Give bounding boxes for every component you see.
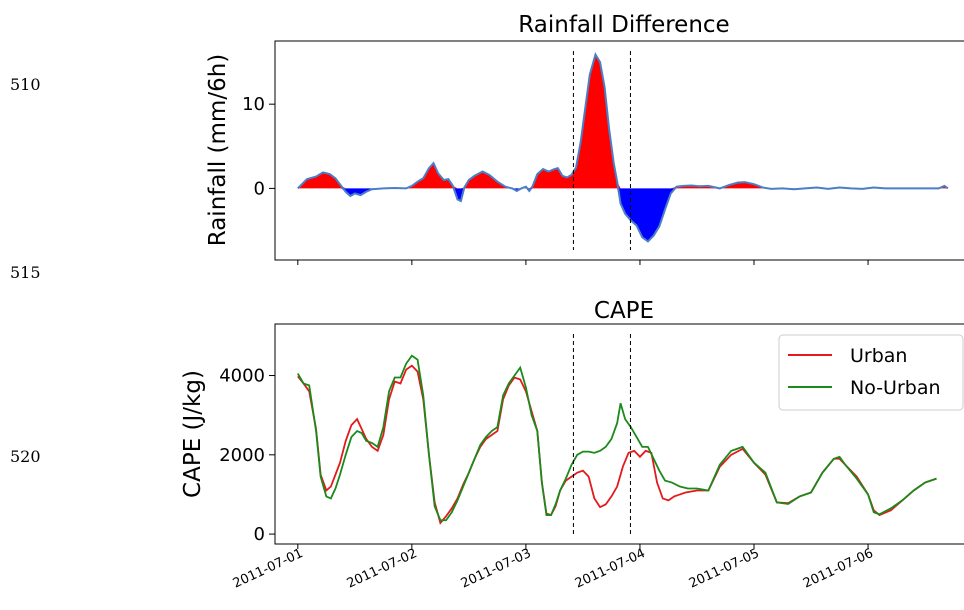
x-tick-label: 2011-07-04 (573, 546, 648, 592)
x-tick-label: 2011-07-05 (687, 546, 762, 592)
cape-axes-frame (274, 323, 964, 545)
legend-label-no-urban: No-Urban (850, 377, 941, 399)
line-number-520: 520 (10, 447, 41, 466)
rainfall-axes-frame (274, 40, 964, 261)
x-tick-label: 2011-07-01 (231, 546, 306, 592)
x-tick-label: 2011-07-03 (459, 546, 534, 592)
legend-label-urban: Urban (850, 345, 907, 367)
cape-plot-area: 0 2000 4000 (219, 334, 937, 549)
line-number-510: 510 (10, 75, 41, 94)
rainfall-chart-title: Rainfall Difference (518, 12, 729, 38)
y-tick-label: 0 (254, 178, 265, 199)
line-number-515: 515 (10, 263, 41, 282)
cape-legend: Urban No-Urban (778, 334, 964, 411)
negative-rainfall-area (297, 188, 948, 242)
legend-box (778, 334, 964, 411)
rainfall-difference-line (297, 51, 949, 243)
y-tick-label: 2000 (219, 445, 265, 466)
x-axis-ticks: 2011-07-01 2011-07-02 2011-07-03 2011-07-04… (231, 546, 876, 592)
rainfall-plot-area: 0 10 (242, 51, 949, 265)
rainfall-difference-panel: Rainfall Difference Rainfall (mm/6h) 0 10 (205, 12, 964, 265)
cape-chart-title: CAPE (594, 298, 654, 324)
y-tick-label: 4000 (219, 366, 265, 387)
positive-rainfall-area (297, 54, 948, 189)
x-tick-label: 2011-07-02 (345, 546, 420, 592)
cape-y-axis-label: CAPE (J/kg) (180, 370, 206, 498)
cape-panel: CAPE CAPE (J/kg) 0 2000 4000 Urban No-Urba… (180, 298, 964, 549)
series-line-no-urban (297, 354, 937, 522)
rainfall-y-axis-label: Rainfall (mm/6h) (205, 54, 231, 247)
x-tick-label: 2011-07-06 (801, 546, 876, 592)
y-tick-label: 10 (242, 94, 265, 115)
y-tick-label: 0 (254, 524, 265, 545)
